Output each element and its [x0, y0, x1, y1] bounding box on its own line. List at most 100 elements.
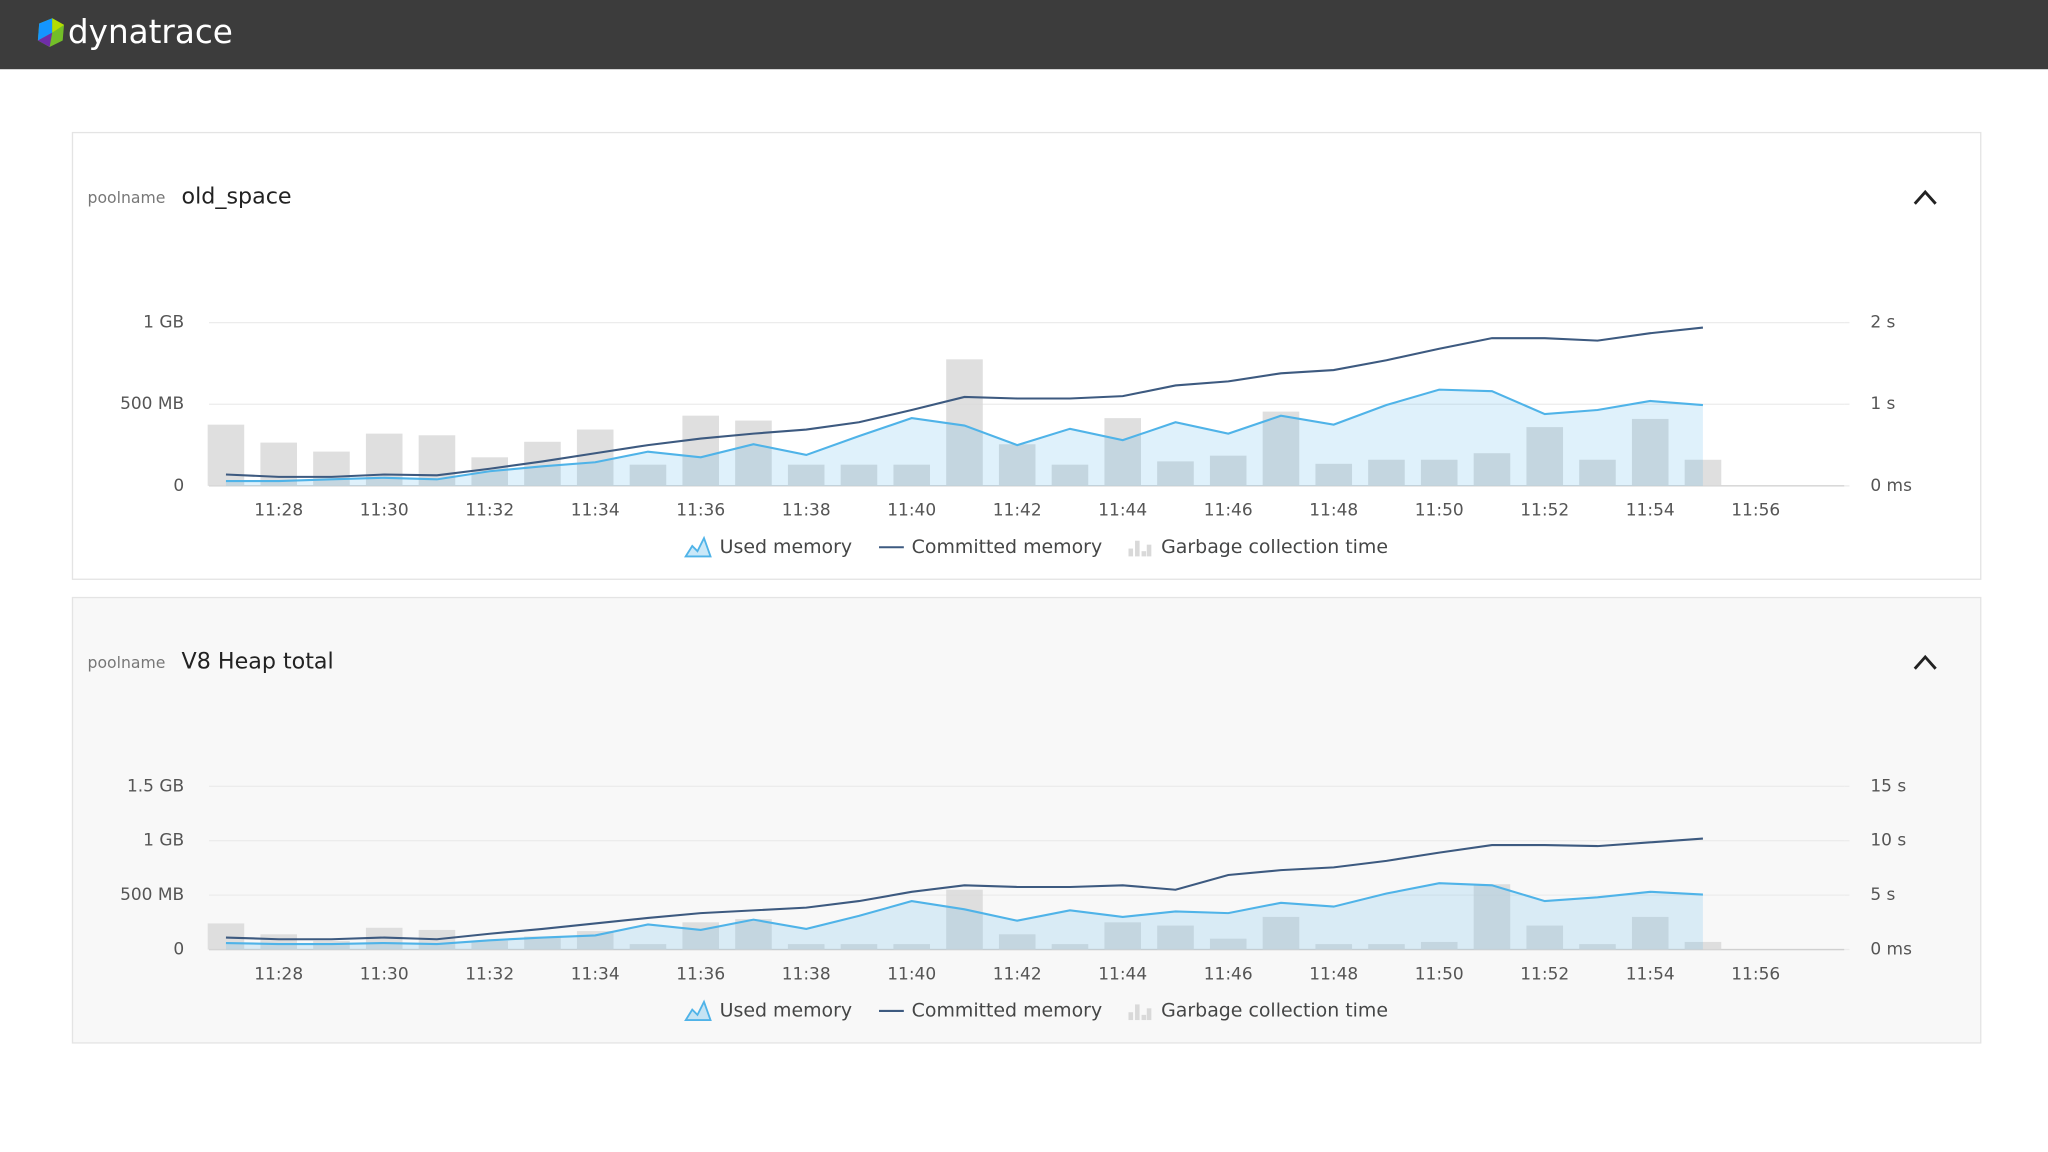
x-tick-label: 11:38	[782, 501, 831, 521]
gc-bar	[998, 934, 1036, 950]
legend-bar-icon	[1128, 548, 1134, 557]
panel	[71, 596, 1982, 1044]
pool-label: poolname	[88, 188, 166, 207]
gc-bar	[1579, 944, 1616, 950]
gc-bar	[998, 444, 1036, 486]
used-memory-line	[225, 882, 1703, 946]
gc-bar	[840, 464, 878, 486]
gc-bar	[1420, 459, 1458, 486]
gc-bar	[735, 420, 772, 486]
x-tick-label: 11:30	[360, 501, 409, 521]
used-memory-area	[225, 389, 1703, 486]
gc-bar	[840, 944, 878, 950]
x-tick-label: 11:42	[993, 501, 1042, 521]
x-tick-label: 11:50	[1415, 964, 1464, 984]
y-tick-label: 500 MB	[120, 394, 184, 414]
gc-bar	[1526, 925, 1564, 950]
gc-bar	[1473, 884, 1511, 950]
gc-bar	[1104, 418, 1142, 486]
gc-bar	[1051, 464, 1089, 486]
y2-tick-label: 0 ms	[1870, 940, 1912, 960]
x-tick-label: 11:32	[465, 501, 514, 521]
x-tick-label: 11:32	[465, 964, 514, 984]
pool-name: old_space	[182, 184, 292, 210]
gc-bar	[682, 415, 719, 486]
y2-tick-label: 15 s	[1870, 776, 1906, 796]
gc-bar	[1368, 944, 1405, 950]
gc-bar	[1262, 411, 1300, 486]
used-memory-line	[225, 388, 1704, 483]
x-tick-label: 11:46	[1204, 964, 1253, 984]
x-tick-label: 11:52	[1520, 964, 1569, 984]
logo-icon	[37, 18, 64, 48]
gc-bar	[1420, 941, 1458, 950]
gc-bar	[1631, 916, 1669, 950]
x-tick-label: 11:40	[887, 501, 936, 521]
gc-bar	[524, 936, 561, 950]
x-tick-label: 11:48	[1309, 964, 1358, 984]
y2-tick-label: 0 ms	[1870, 476, 1912, 496]
legend-bar-icon	[1128, 1012, 1134, 1021]
committed-memory-line	[225, 326, 1704, 478]
x-tick-label: 11:52	[1520, 501, 1569, 521]
pool-name: V8 Heap total	[182, 649, 334, 675]
pool-label: poolname	[88, 653, 166, 672]
legend-bar-icon	[1135, 1004, 1140, 1021]
y-tick-label: 1 GB	[143, 831, 184, 851]
legend-icon	[684, 535, 712, 558]
gc-bar	[629, 464, 667, 486]
committed-memory-line	[225, 837, 1703, 941]
y2-tick-label: 1 s	[1870, 394, 1895, 414]
y-tick-label: 1.5 GB	[127, 776, 184, 796]
x-tick-label: 11:34	[571, 501, 620, 521]
gc-bar	[1368, 459, 1405, 486]
legend-icon	[1128, 1004, 1152, 1021]
x-tick-label: 11:36	[676, 964, 725, 984]
gc-bar	[946, 889, 983, 950]
brand: dynatrace	[68, 13, 233, 51]
gc-bar	[893, 944, 931, 950]
x-tick-label: 11:44	[1098, 501, 1147, 521]
gc-bar	[1051, 944, 1089, 950]
x-tick-label: 11:28	[254, 501, 303, 521]
x-tick-label: 11:42	[993, 964, 1042, 984]
gc-bar	[1315, 463, 1353, 486]
gc-bar	[1473, 453, 1511, 486]
x-tick-label: 11:56	[1731, 964, 1780, 984]
x-tick-label: 11:48	[1309, 501, 1358, 521]
gc-bar	[1209, 938, 1247, 950]
gc-bar	[1526, 427, 1564, 486]
gc-bar	[1579, 459, 1616, 486]
legend-bar-icon	[1135, 540, 1140, 557]
x-tick-label: 11:50	[1415, 501, 1464, 521]
x-tick-label: 11:28	[254, 964, 303, 984]
x-tick-label: 11:38	[782, 964, 831, 984]
y2-tick-label: 2 s	[1870, 313, 1895, 333]
x-tick-label: 11:54	[1626, 964, 1675, 984]
legend-bar-icon	[1146, 1008, 1152, 1021]
top-bar	[0, 0, 2048, 70]
gc-bar	[471, 940, 508, 950]
gc-bar	[893, 464, 931, 486]
x-tick-label: 11:54	[1626, 501, 1675, 521]
gc-bar	[1684, 941, 1722, 950]
legend-label: Committed memory	[912, 999, 1102, 1021]
x-tick-label: 11:34	[571, 964, 620, 984]
gc-bar	[1262, 916, 1300, 950]
gc-bar	[629, 944, 667, 950]
gc-bar	[1315, 944, 1353, 950]
legend-label: Garbage collection time	[1161, 999, 1388, 1021]
legend-bar-icon	[1146, 544, 1152, 557]
legend-bar-icon	[1141, 1014, 1147, 1021]
legend-label: Committed memory	[912, 536, 1102, 558]
panel	[71, 131, 1982, 580]
used-memory-area	[225, 883, 1703, 950]
collapse-button[interactable]	[1913, 654, 1937, 670]
legend-label: Used memory	[720, 536, 852, 558]
gc-bar	[787, 944, 825, 950]
x-tick-label: 11:46	[1204, 501, 1253, 521]
gc-bar	[1209, 455, 1247, 486]
collapse-button[interactable]	[1913, 189, 1937, 205]
legend-area-icon	[684, 999, 712, 1021]
